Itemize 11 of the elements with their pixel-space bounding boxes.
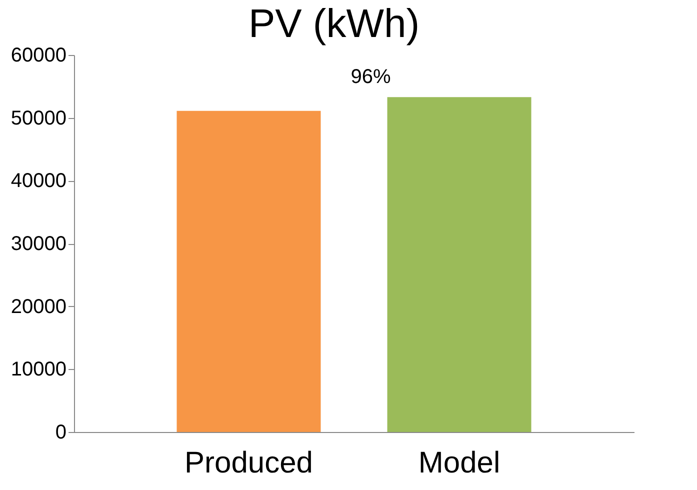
annotation: 96% bbox=[350, 66, 392, 88]
y-tick-label: 60000 bbox=[10, 44, 66, 66]
chart-title: PV (kWh) bbox=[248, 2, 420, 46]
y-tick-label: 30000 bbox=[10, 233, 66, 255]
x-tick-label: Model bbox=[418, 446, 500, 480]
y-tick-label: 10000 bbox=[10, 358, 66, 381]
x-tick-label: Produced bbox=[184, 446, 313, 480]
y-tick-label: 0 bbox=[55, 422, 66, 444]
y-tick-label: 40000 bbox=[10, 170, 66, 192]
y-tick-label: 20000 bbox=[10, 296, 66, 318]
y-tick-label: 50000 bbox=[10, 107, 66, 130]
